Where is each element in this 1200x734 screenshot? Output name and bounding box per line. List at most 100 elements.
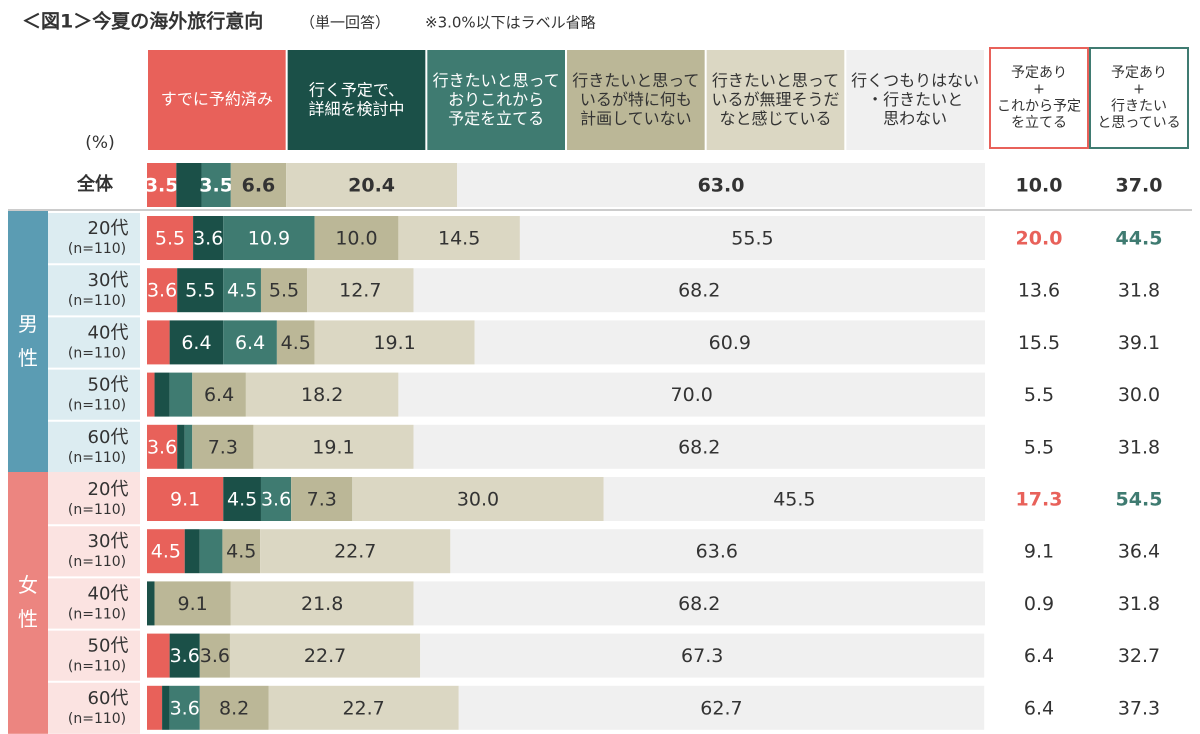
- unit-label: (%): [85, 133, 114, 153]
- bar-segment: [199, 529, 223, 574]
- chart-title: ＜図1＞今夏の海外旅行意向: [22, 10, 263, 33]
- bar-segment: [413, 424, 985, 469]
- value-label: 4.5: [227, 280, 257, 302]
- value-label: 6.4: [181, 332, 211, 354]
- value-label: 7.3: [208, 436, 238, 458]
- bar-segment: [398, 372, 985, 417]
- value-label: 19.1: [312, 436, 354, 458]
- bar-segment: [169, 633, 200, 678]
- bar-segment: [154, 372, 170, 417]
- bar-segment: [450, 529, 984, 574]
- bar-segment: [474, 320, 985, 365]
- row-label: 60代: [88, 427, 129, 448]
- value-label: 10.0: [335, 228, 377, 250]
- summary-value: 5.5: [1024, 384, 1054, 406]
- bar-segment: [147, 633, 170, 678]
- bar-segment: [229, 633, 421, 678]
- value-label: 63.0: [698, 175, 745, 197]
- bar-segment: [147, 268, 178, 313]
- legend-label: 行きたいと思っておりこれから予定を立てる: [433, 70, 560, 127]
- bar-segment: [147, 477, 224, 521]
- summary-value: 10.0: [1016, 175, 1063, 197]
- value-label: 6.4: [204, 384, 234, 406]
- bar-segment: [223, 268, 261, 313]
- bar-segment: [314, 320, 475, 365]
- subtitle: （単一回答）: [300, 14, 390, 32]
- bar-segment: [192, 424, 254, 469]
- summary-value: 17.3: [1016, 489, 1063, 511]
- bar-segment: [307, 268, 414, 313]
- bar-segment: [420, 633, 985, 678]
- summary-value: 37.3: [1118, 697, 1160, 719]
- value-label: 68.2: [678, 280, 720, 302]
- bar-segment: [177, 424, 185, 469]
- value-label: 55.5: [731, 228, 773, 250]
- bar-segment: [276, 320, 315, 365]
- row-note: (n=110): [68, 241, 126, 257]
- value-label: 14.5: [438, 228, 480, 250]
- row-label: 60代: [88, 688, 129, 709]
- value-label: 4.5: [227, 489, 257, 511]
- value-label: 70.0: [671, 384, 713, 406]
- group-strip: [8, 472, 48, 734]
- bar-segment: [184, 424, 193, 469]
- bar-segment: [184, 529, 200, 574]
- bar-segment: [413, 581, 985, 626]
- bar-segment: [519, 216, 985, 260]
- bar-segment: [230, 581, 414, 626]
- bar-segment: [260, 268, 308, 313]
- row-label: 40代: [88, 322, 129, 343]
- value-label: 45.5: [773, 489, 815, 511]
- row-note: (n=110): [68, 345, 126, 361]
- bar-segment: [169, 372, 193, 417]
- bar-segment: [245, 372, 399, 417]
- value-label: 9.1: [170, 489, 200, 511]
- bar-segment: [230, 163, 287, 207]
- row-note: (n=110): [68, 450, 126, 466]
- bar-segment: [260, 529, 451, 574]
- bar-segment: [223, 477, 261, 521]
- summary-value: 36.4: [1118, 541, 1160, 563]
- row-label: 20代: [88, 218, 129, 239]
- group-label: 女性: [18, 572, 38, 630]
- summary-header: [989, 47, 1089, 149]
- value-label: 22.7: [334, 541, 376, 563]
- bar-segment: [223, 320, 277, 365]
- legend-label: すでに予約済み: [161, 90, 273, 109]
- value-label: 3.6: [261, 489, 291, 511]
- row-note: (n=110): [68, 711, 126, 727]
- bar-segment: [260, 477, 292, 521]
- summary-header-label: 予定あり+これから予定を立てる: [997, 65, 1081, 131]
- legend-swatch: [287, 50, 426, 150]
- bar-segment: [398, 216, 520, 260]
- value-label: 12.7: [339, 280, 381, 302]
- summary-header-label: 予定あり+行きたいと思っている: [1097, 65, 1180, 131]
- value-label: 68.2: [678, 436, 720, 458]
- note: ※3.0%以下はラベル省略: [425, 14, 596, 32]
- row-note: (n=110): [68, 398, 126, 414]
- legend-label: 行く予定で、詳細を検討中: [308, 80, 404, 118]
- bar-segment: [147, 320, 170, 365]
- value-label: 5.5: [155, 228, 185, 250]
- legend-label: 行くつもりはない・行きたいと思わない: [851, 70, 979, 127]
- row-label: 30代: [88, 270, 129, 291]
- value-label: 22.7: [304, 645, 346, 667]
- value-label: 67.3: [681, 645, 723, 667]
- bar-segment: [177, 268, 224, 313]
- bar-segment: [458, 685, 985, 730]
- bar-segment: [603, 477, 985, 521]
- summary-value: 15.5: [1018, 332, 1060, 354]
- summary-value: 0.9: [1024, 593, 1054, 615]
- summary-value: 13.6: [1018, 280, 1060, 302]
- bar-segment: [147, 216, 194, 260]
- value-label: 3.5: [145, 175, 179, 197]
- summary-value: 30.0: [1118, 384, 1160, 406]
- row-note: (n=110): [68, 659, 126, 675]
- row-label: 20代: [88, 479, 129, 500]
- row-label: 全体: [76, 173, 114, 195]
- value-label: 4.5: [281, 332, 311, 354]
- value-label: 9.1: [178, 593, 208, 615]
- value-label: 3.6: [147, 280, 177, 302]
- value-label: 6.4: [235, 332, 265, 354]
